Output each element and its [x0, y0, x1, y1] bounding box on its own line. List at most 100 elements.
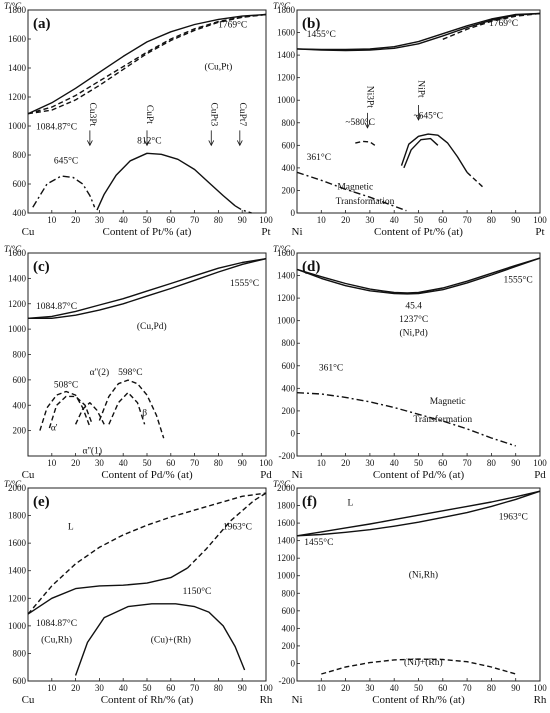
- annotation-label: (Cu,Pt): [205, 61, 233, 72]
- panel-label: (c): [33, 259, 50, 275]
- y-tick-label: 600: [13, 676, 27, 686]
- x-tick-label: 70: [190, 458, 200, 468]
- annotation-label: L: [68, 522, 74, 532]
- x-tick-label: 70: [463, 458, 473, 468]
- x-tick-label: 70: [190, 683, 200, 693]
- x-tick-label: 80: [487, 458, 497, 468]
- x-tick-label: 10: [317, 683, 327, 693]
- annotation-label: (Cu)+(Rh): [151, 634, 191, 645]
- y-tick-label: 0: [291, 658, 296, 668]
- annotation-label: 645°C: [54, 156, 78, 167]
- y-tick-label: 600: [13, 375, 27, 385]
- data-series: [74, 603, 246, 676]
- y-tick-label: 800: [13, 150, 27, 160]
- data-series: [27, 492, 267, 615]
- annotation-label: 598°C: [118, 367, 142, 378]
- y-tick-label: 1200: [277, 293, 296, 303]
- data-series: [27, 13, 267, 115]
- x-tick-label: 40: [390, 458, 400, 468]
- annotation-label: α''(1): [83, 445, 102, 456]
- y-tick-label: 1200: [8, 593, 27, 603]
- y-tick-label: 1600: [8, 538, 27, 548]
- x-axis-label: Content of Pt/% (at): [374, 226, 463, 238]
- x-tick-label: 40: [390, 683, 400, 693]
- data-series: [296, 257, 541, 295]
- y-tick-label: 1000: [277, 571, 296, 581]
- y-tick-label: 800: [13, 350, 27, 360]
- x-tick-label: 30: [95, 215, 105, 225]
- y-tick-label: 1000: [8, 621, 27, 631]
- data-series: [296, 392, 516, 447]
- annotation-label: 1084.87°C: [36, 618, 77, 629]
- x-tick-label: 10: [317, 458, 327, 468]
- y-tick-label: -200: [279, 676, 296, 686]
- annotation-label: Cu3Pt: [87, 103, 97, 127]
- data-series: [442, 12, 541, 40]
- data-series: [296, 257, 541, 294]
- annotation-label: 1769°C: [489, 18, 518, 29]
- y-tick-label: 1400: [277, 271, 296, 281]
- annotation-label: CuPt: [144, 105, 154, 124]
- annotation-label: 1963°C: [223, 521, 252, 532]
- y-tick-label: 800: [282, 338, 296, 348]
- x-tick-label: 40: [119, 215, 129, 225]
- y-tick-label: 400: [13, 400, 27, 410]
- x-tick-label: 40: [390, 215, 400, 225]
- y-tick-label: 1000: [277, 316, 296, 326]
- data-series: [27, 13, 267, 115]
- y-tick-label: 1400: [8, 273, 27, 283]
- x-tick-label: 60: [166, 458, 176, 468]
- y-tick-label: 1400: [277, 536, 296, 546]
- x-tick-label: 90: [511, 215, 521, 225]
- x-tick-label: 100: [259, 458, 273, 468]
- x-tick-label: 60: [438, 683, 448, 693]
- annotation-label: 45.4: [405, 301, 422, 311]
- y-tick-label: 1800: [277, 501, 296, 511]
- x-end-label: Ni: [292, 694, 303, 706]
- x-tick-label: 80: [214, 215, 224, 225]
- data-series: [187, 492, 267, 569]
- y-tick-label: 0: [291, 428, 296, 438]
- x-tick-label: 60: [438, 458, 448, 468]
- panel-label: (e): [33, 494, 50, 510]
- x-tick-label: 40: [119, 458, 129, 468]
- annotation-label: ~580°C: [345, 117, 375, 128]
- x-tick-label: 90: [238, 215, 248, 225]
- data-series: [74, 402, 105, 425]
- chart-panel: 0 200 400 600 800 1000 1200 1400 1600 1800 10 20 30 4…: [273, 1, 547, 238]
- annotation-label: 1455°C: [304, 537, 333, 548]
- y-tick-label: 2000: [8, 483, 27, 493]
- x-end-label: Ni: [292, 226, 303, 238]
- x-tick-label: 60: [166, 215, 176, 225]
- x-end-label: Ni: [292, 469, 303, 481]
- y-axis-label: T/°C: [273, 479, 291, 489]
- x-tick-label: 40: [119, 683, 129, 693]
- x-axis-label: Content of Rh/% (at): [101, 694, 194, 706]
- y-tick-label: 1000: [8, 324, 27, 334]
- x-tick-label: 30: [365, 683, 375, 693]
- panel-label: (d): [302, 259, 320, 275]
- x-tick-label: 90: [238, 683, 248, 693]
- x-tick-label: 60: [166, 683, 176, 693]
- annotation-label: (Cu,Rh): [41, 634, 72, 645]
- annotation-label: CuPt3: [208, 103, 218, 127]
- x-tick-label: 100: [259, 215, 273, 225]
- y-tick-label: 400: [282, 163, 296, 173]
- data-series: [296, 12, 541, 52]
- y-tick-label: 1200: [277, 73, 296, 83]
- y-tick-label: 200: [282, 406, 296, 416]
- annotation-arrow: [144, 140, 150, 147]
- y-tick-label: 400: [13, 208, 27, 218]
- annotation-arrow: [364, 122, 371, 129]
- x-tick-label: 30: [365, 215, 375, 225]
- annotation-label: 361°C: [319, 362, 343, 373]
- annotation-label: 361°C: [307, 152, 331, 163]
- panel-label: (f): [302, 494, 317, 510]
- x-end-label: Pt: [535, 226, 544, 238]
- x-tick-label: 100: [533, 215, 547, 225]
- annotation-label: CuPt7: [237, 103, 247, 127]
- x-tick-label: 10: [47, 458, 57, 468]
- annotation-label: α''(2): [90, 367, 109, 378]
- x-tick-label: 80: [487, 215, 497, 225]
